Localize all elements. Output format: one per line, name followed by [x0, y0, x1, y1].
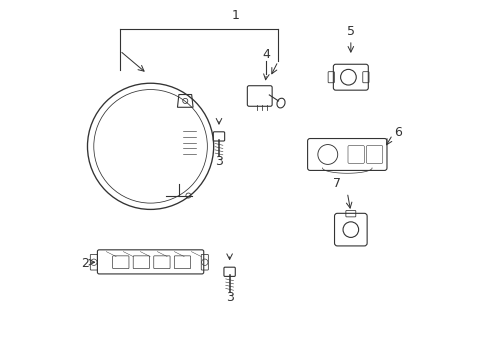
Text: 2: 2 — [81, 257, 89, 270]
Text: 7: 7 — [333, 177, 341, 190]
Text: 6: 6 — [393, 126, 401, 139]
Text: 1: 1 — [231, 9, 239, 22]
Text: 4: 4 — [262, 48, 270, 61]
Text: 5: 5 — [346, 25, 354, 38]
Text: 3: 3 — [215, 155, 223, 168]
Text: 3: 3 — [225, 291, 233, 303]
